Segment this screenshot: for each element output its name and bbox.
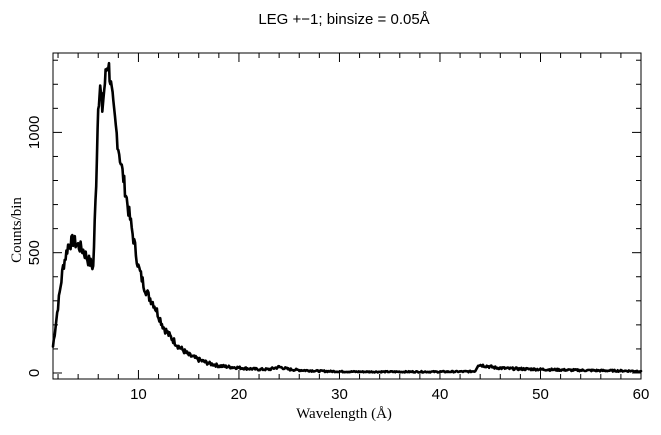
axis-ticks — [53, 53, 642, 379]
axis-tick-labels: 10 20 30 40 50 60 0 500 1000 — [26, 116, 649, 403]
y-axis-label: Counts/bin — [9, 197, 25, 263]
x-tick-label: 50 — [532, 386, 549, 403]
y-tick-label: 500 — [26, 240, 43, 265]
y-tick-label: 1000 — [26, 116, 43, 149]
chart-title: LEG +−1; binsize = 0.05Å — [258, 11, 429, 28]
x-axis-label: Wavelength (Å) — [296, 406, 392, 422]
spectrum-line — [51, 61, 643, 374]
y-tick-label: 0 — [26, 369, 43, 377]
x-tick-label: 30 — [331, 386, 348, 403]
x-tick-label: 60 — [633, 386, 650, 403]
x-tick-label: 20 — [231, 386, 248, 403]
x-tick-label: 10 — [130, 386, 147, 403]
plot-frame — [52, 52, 642, 380]
x-tick-label: 40 — [432, 386, 449, 403]
